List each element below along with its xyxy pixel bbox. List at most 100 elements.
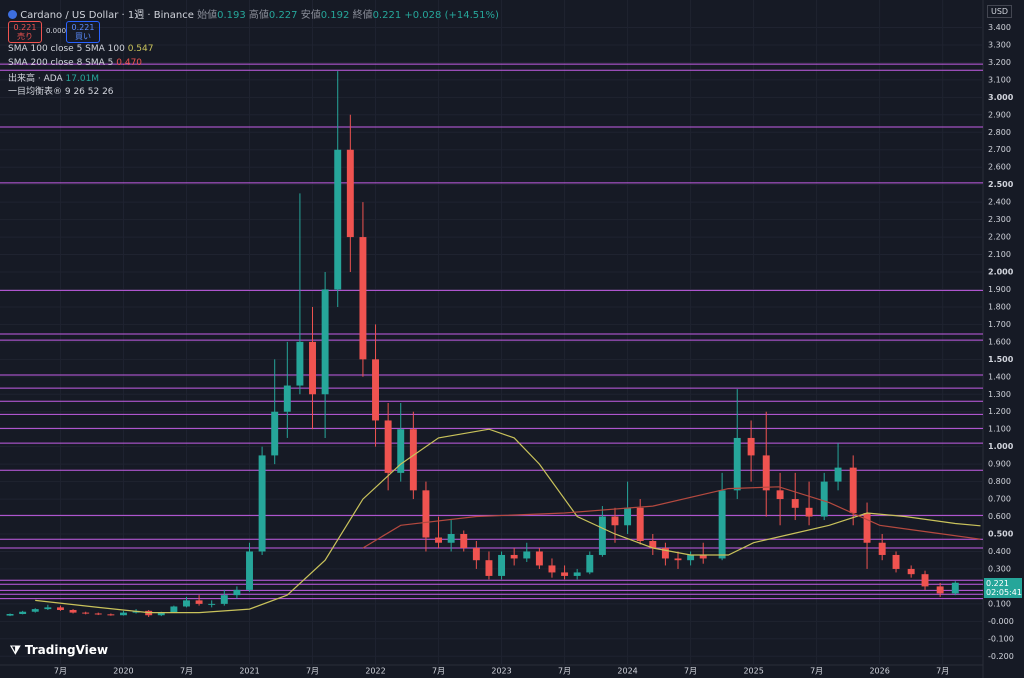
last-price: 0.221 bbox=[986, 579, 1009, 588]
x-tick-label: 7月 bbox=[558, 667, 571, 676]
candle-body bbox=[747, 437, 755, 456]
moving-average bbox=[362, 486, 981, 549]
candle-body bbox=[107, 614, 115, 616]
candle-body bbox=[44, 607, 52, 610]
candle-body bbox=[422, 490, 430, 538]
y-tick-label: 3.400 bbox=[988, 23, 1011, 32]
candle-body bbox=[409, 429, 417, 491]
y-tick-label: 0.800 bbox=[988, 477, 1011, 486]
candle-body bbox=[258, 455, 266, 552]
candle-body bbox=[598, 516, 606, 555]
x-tick-label: 7月 bbox=[936, 667, 949, 676]
candle-body bbox=[56, 607, 64, 610]
candle-body bbox=[397, 429, 405, 473]
candle-body bbox=[447, 534, 455, 543]
candle-body bbox=[309, 341, 316, 395]
candle-body bbox=[31, 609, 39, 612]
indicator-name: SMA 200 close 8 SMA 5 bbox=[8, 58, 114, 68]
candle-body bbox=[687, 554, 695, 561]
currency-button[interactable]: USD bbox=[987, 5, 1013, 18]
change: +0.028 (+14.51%) bbox=[404, 10, 499, 21]
y-tick-label: -0.100 bbox=[988, 634, 1014, 643]
logo[interactable]: ⧩ TradingView bbox=[10, 643, 109, 657]
candle-body bbox=[195, 600, 203, 604]
candle-body bbox=[523, 551, 531, 559]
x-tick-label: 2025 bbox=[743, 667, 763, 676]
candle-body bbox=[283, 385, 291, 412]
indicator-name: 出来高 · ADA bbox=[8, 74, 63, 84]
y-tick-label: 2.200 bbox=[988, 233, 1011, 242]
y-tick-label: 0.700 bbox=[988, 495, 1011, 504]
y-tick-label: 2.900 bbox=[988, 110, 1011, 119]
y-tick-label: 2.600 bbox=[988, 163, 1011, 172]
y-tick-label: -0.000 bbox=[988, 617, 1014, 626]
label: 始値 bbox=[197, 10, 218, 21]
indicator[interactable]: 一目均衡表® 9 26 52 26 bbox=[8, 87, 114, 97]
y-tick-label: 0.300 bbox=[988, 564, 1011, 573]
x-tick-label: 2022 bbox=[365, 667, 385, 676]
y-tick-label: 2.100 bbox=[988, 250, 1011, 259]
countdown: 02:05:41 bbox=[986, 588, 1022, 597]
candle-body bbox=[849, 467, 857, 514]
candle-body bbox=[907, 568, 915, 575]
moving-average bbox=[35, 428, 981, 614]
y-tick-label: 2.500 bbox=[988, 180, 1014, 189]
candle-body bbox=[649, 540, 657, 548]
candle-body bbox=[548, 565, 556, 573]
symbol[interactable]: Cardano / US Dollar · 1週 · Binance bbox=[20, 10, 194, 21]
candle-body bbox=[878, 542, 886, 555]
candle-body bbox=[820, 481, 828, 517]
candle-body bbox=[435, 537, 443, 543]
candle-body bbox=[233, 589, 241, 596]
sell-button[interactable]: 0.221 売り bbox=[8, 21, 42, 43]
indicator-name: SMA 100 close 5 SMA 100 bbox=[8, 44, 125, 54]
y-tick-label: 3.300 bbox=[988, 40, 1011, 49]
y-tick-label: 0.500 bbox=[988, 530, 1014, 539]
y-tick-label: 1.000 bbox=[988, 442, 1014, 451]
candle-body bbox=[510, 554, 518, 559]
y-tick-label: 1.600 bbox=[988, 337, 1011, 346]
candle-body bbox=[718, 490, 726, 559]
candle-body bbox=[936, 586, 944, 594]
candle-body bbox=[498, 554, 506, 576]
y-tick-label: 0.900 bbox=[988, 460, 1011, 469]
x-tick-label: 2024 bbox=[617, 667, 637, 676]
indicator[interactable]: 出来高 · ADA 17.01M bbox=[8, 71, 99, 84]
x-tick-label: 7月 bbox=[810, 667, 823, 676]
price: 0.221 bbox=[13, 23, 37, 32]
indicator[interactable]: SMA 200 close 8 SMA 5 0.470 bbox=[8, 58, 142, 68]
candle-body bbox=[892, 554, 900, 569]
y-tick-label: 3.100 bbox=[988, 75, 1011, 84]
y-tick-label: 1.500 bbox=[988, 355, 1014, 364]
price-tag: 0.221 02:05:41 bbox=[984, 578, 1022, 598]
candle-body bbox=[120, 612, 127, 616]
candle-body bbox=[485, 560, 493, 576]
y-tick-label: 1.800 bbox=[988, 302, 1011, 311]
candle-body bbox=[19, 611, 27, 614]
candle-body bbox=[246, 551, 253, 590]
spread: 0.000 bbox=[46, 27, 67, 35]
candle-body bbox=[921, 574, 929, 587]
x-tick-label: 2020 bbox=[113, 667, 133, 676]
candle-body bbox=[6, 613, 14, 616]
candle-body bbox=[776, 490, 784, 500]
y-tick-label: 1.400 bbox=[988, 372, 1011, 381]
y-tick-label: 0.600 bbox=[988, 512, 1011, 521]
x-tick-label: 7月 bbox=[432, 667, 445, 676]
indicator[interactable]: SMA 100 close 5 SMA 100 0.547 bbox=[8, 44, 153, 54]
y-tick-label: 1.900 bbox=[988, 285, 1011, 294]
candle-body bbox=[460, 534, 468, 548]
y-tick-label: 2.700 bbox=[988, 145, 1011, 154]
candle-body bbox=[586, 554, 594, 573]
y-tick-label: 2.400 bbox=[988, 198, 1011, 207]
label: 終値 bbox=[352, 10, 373, 21]
x-tick-label: 7月 bbox=[180, 667, 193, 676]
buy-button[interactable]: 0.221 買い bbox=[66, 21, 100, 43]
candle-body bbox=[170, 606, 178, 613]
candle-body bbox=[699, 554, 707, 559]
candle-body bbox=[863, 513, 871, 543]
label: 売り bbox=[17, 32, 33, 41]
x-tick-label: 2021 bbox=[239, 667, 259, 676]
label: 安値 bbox=[300, 10, 321, 21]
candle-body bbox=[334, 149, 342, 290]
